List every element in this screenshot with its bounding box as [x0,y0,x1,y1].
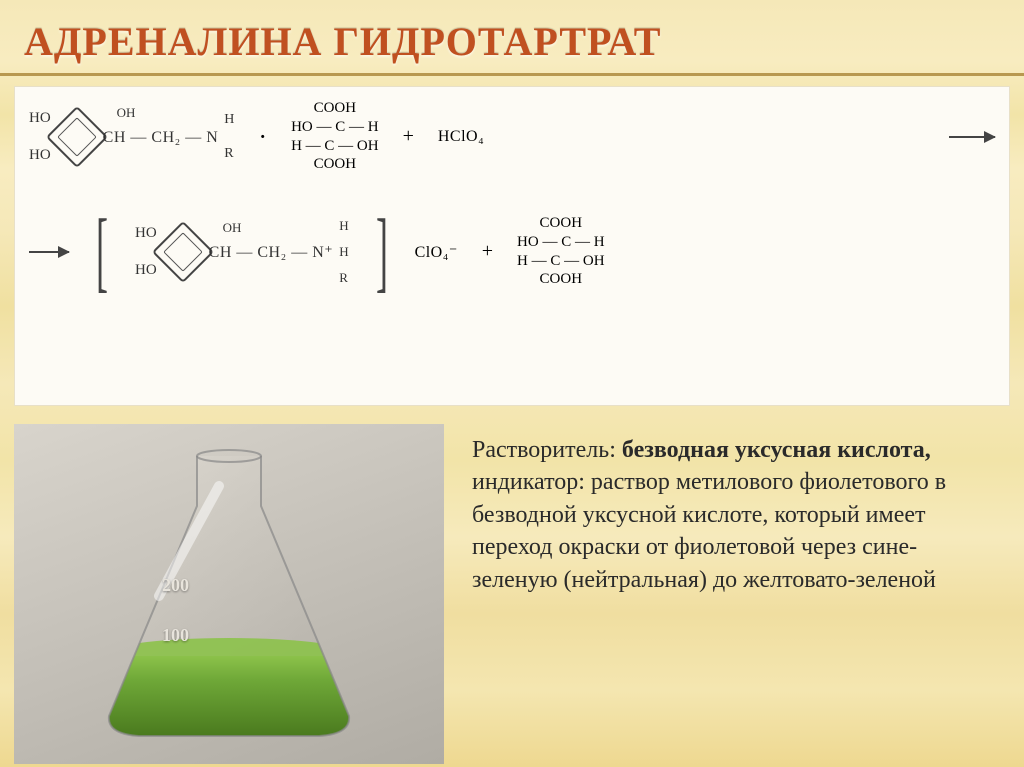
t-l3: H — C — OH [291,137,379,156]
description-block: Растворитель: безводная уксусная кислота… [468,424,1010,764]
label-ho-top: HO [29,110,51,127]
t2-l2: HO — C — H [517,233,605,252]
tartaric-acid: COOH HO — C — H H — C — OH COOH [291,99,379,174]
benzene-ring-icon [46,105,108,167]
t-l4: COOH [314,155,357,174]
adrenaline-molecule: HO HO OH CH — CH₂ — N H R [29,110,234,164]
adrenaline-cation: HO HO OH CH — CH₂ — N⁺ H H R [135,218,349,286]
reaction-dot: · [252,122,273,152]
label-ho-bottom-2: HO [135,262,157,279]
amine-h: H [224,112,234,128]
chain-text: CH — CH₂ — N [103,129,219,146]
t-l2: HO — C — H [291,118,379,137]
indicator-description: индикатор: раствор метилового фиолетовог… [472,469,946,592]
plus-1: + [397,125,420,148]
reaction-arrow-2 [29,251,69,253]
clo4-anion: ClO₄⁻ [415,242,458,262]
reaction-row-2: [ HO HO OH CH — CH₂ — N⁺ H H R ] ClO₄⁻ +… [29,214,995,289]
amine-r-2: R [339,270,348,286]
title-bar: АДРЕНАЛИНА ГИДРОТАРТРАТ [0,0,1024,76]
t-l1: COOH [314,99,357,118]
tartaric-acid-2: COOH HO — C — H H — C — OH COOH [517,214,605,289]
lower-section: 200 100 Растворитель: безводная уксусная… [14,424,1010,764]
label-ho-top-2: HO [135,225,157,242]
amine-h-2a: H [339,218,348,234]
chain-text-2: CH — CH₂ — N⁺ [209,244,334,261]
t2-l4: COOH [540,270,583,289]
label-oh: OH [117,105,136,121]
label-oh-2: OH [223,220,242,236]
amine-r: R [224,146,234,162]
flask-photo: 200 100 [14,424,444,764]
page-title: АДРЕНАЛИНА ГИДРОТАРТРАТ [24,18,1000,65]
t2-l1: COOH [540,214,583,233]
reaction-scheme-panel: HO HO OH CH — CH₂ — N H R · COOH HO — C … [14,86,1010,406]
flask-grad-100: 100 [162,625,189,646]
bracket-close: ] [376,216,388,288]
benzene-ring-icon-2 [152,220,214,282]
t2-l3: H — C — OH [517,252,605,271]
bracket-open: [ [96,216,108,288]
reaction-arrow-1 [949,136,995,138]
hclo4: HClO₄ [438,128,484,146]
reaction-row-1: HO HO OH CH — CH₂ — N H R · COOH HO — C … [29,99,995,174]
body-paragraph: Растворитель: безводная уксусная кислота… [472,434,996,596]
flask-grad-200: 200 [162,575,189,596]
label-solvent: Растворитель: [472,437,622,463]
solvent-value: безводная уксусная кислота, [622,437,931,463]
erlenmeyer-flask-icon [79,446,379,746]
plus-2: + [476,240,499,263]
amine-h-2b: H [339,244,348,260]
label-ho-bottom: HO [29,147,51,164]
